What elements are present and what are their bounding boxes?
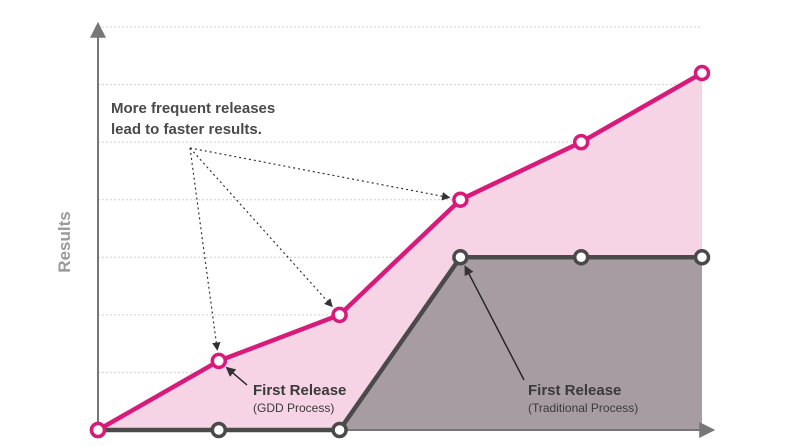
gdd-annotation-subtitle: (GDD Process) [253, 401, 334, 415]
callout-arrow [189, 147, 451, 201]
annotation-arrows [225, 265, 525, 386]
callout-arrows [189, 147, 451, 351]
traditional-point [331, 421, 348, 439]
gdd-point [331, 306, 348, 324]
gdd-point [452, 191, 469, 208]
gdd-points [89, 64, 711, 439]
annotation-arrow [225, 366, 248, 386]
gdd-series-line [96, 71, 704, 432]
traditional-annotation-subtitle: (Traditional Process) [528, 401, 638, 415]
traditional-point [210, 421, 228, 439]
callout-arrow [189, 147, 333, 308]
traditional-annotation-title: First Release [528, 382, 621, 399]
annotation-arrow [464, 265, 525, 381]
gdd-point [693, 64, 711, 82]
traditional-series-line [98, 255, 702, 433]
callout-arrow [189, 147, 221, 351]
traditional-point [572, 249, 590, 266]
gdd-point [210, 352, 228, 370]
callout-line-1: More frequent releases [111, 100, 275, 117]
traditional-point [452, 249, 469, 266]
gdd-point [89, 421, 107, 439]
traditional-point [693, 249, 711, 266]
gdd-annotation-title: First Release [253, 382, 346, 399]
y-axis-label: Results [55, 211, 74, 272]
gdd-point [572, 133, 590, 151]
callout-line-2: lead to faster results. [111, 121, 262, 138]
